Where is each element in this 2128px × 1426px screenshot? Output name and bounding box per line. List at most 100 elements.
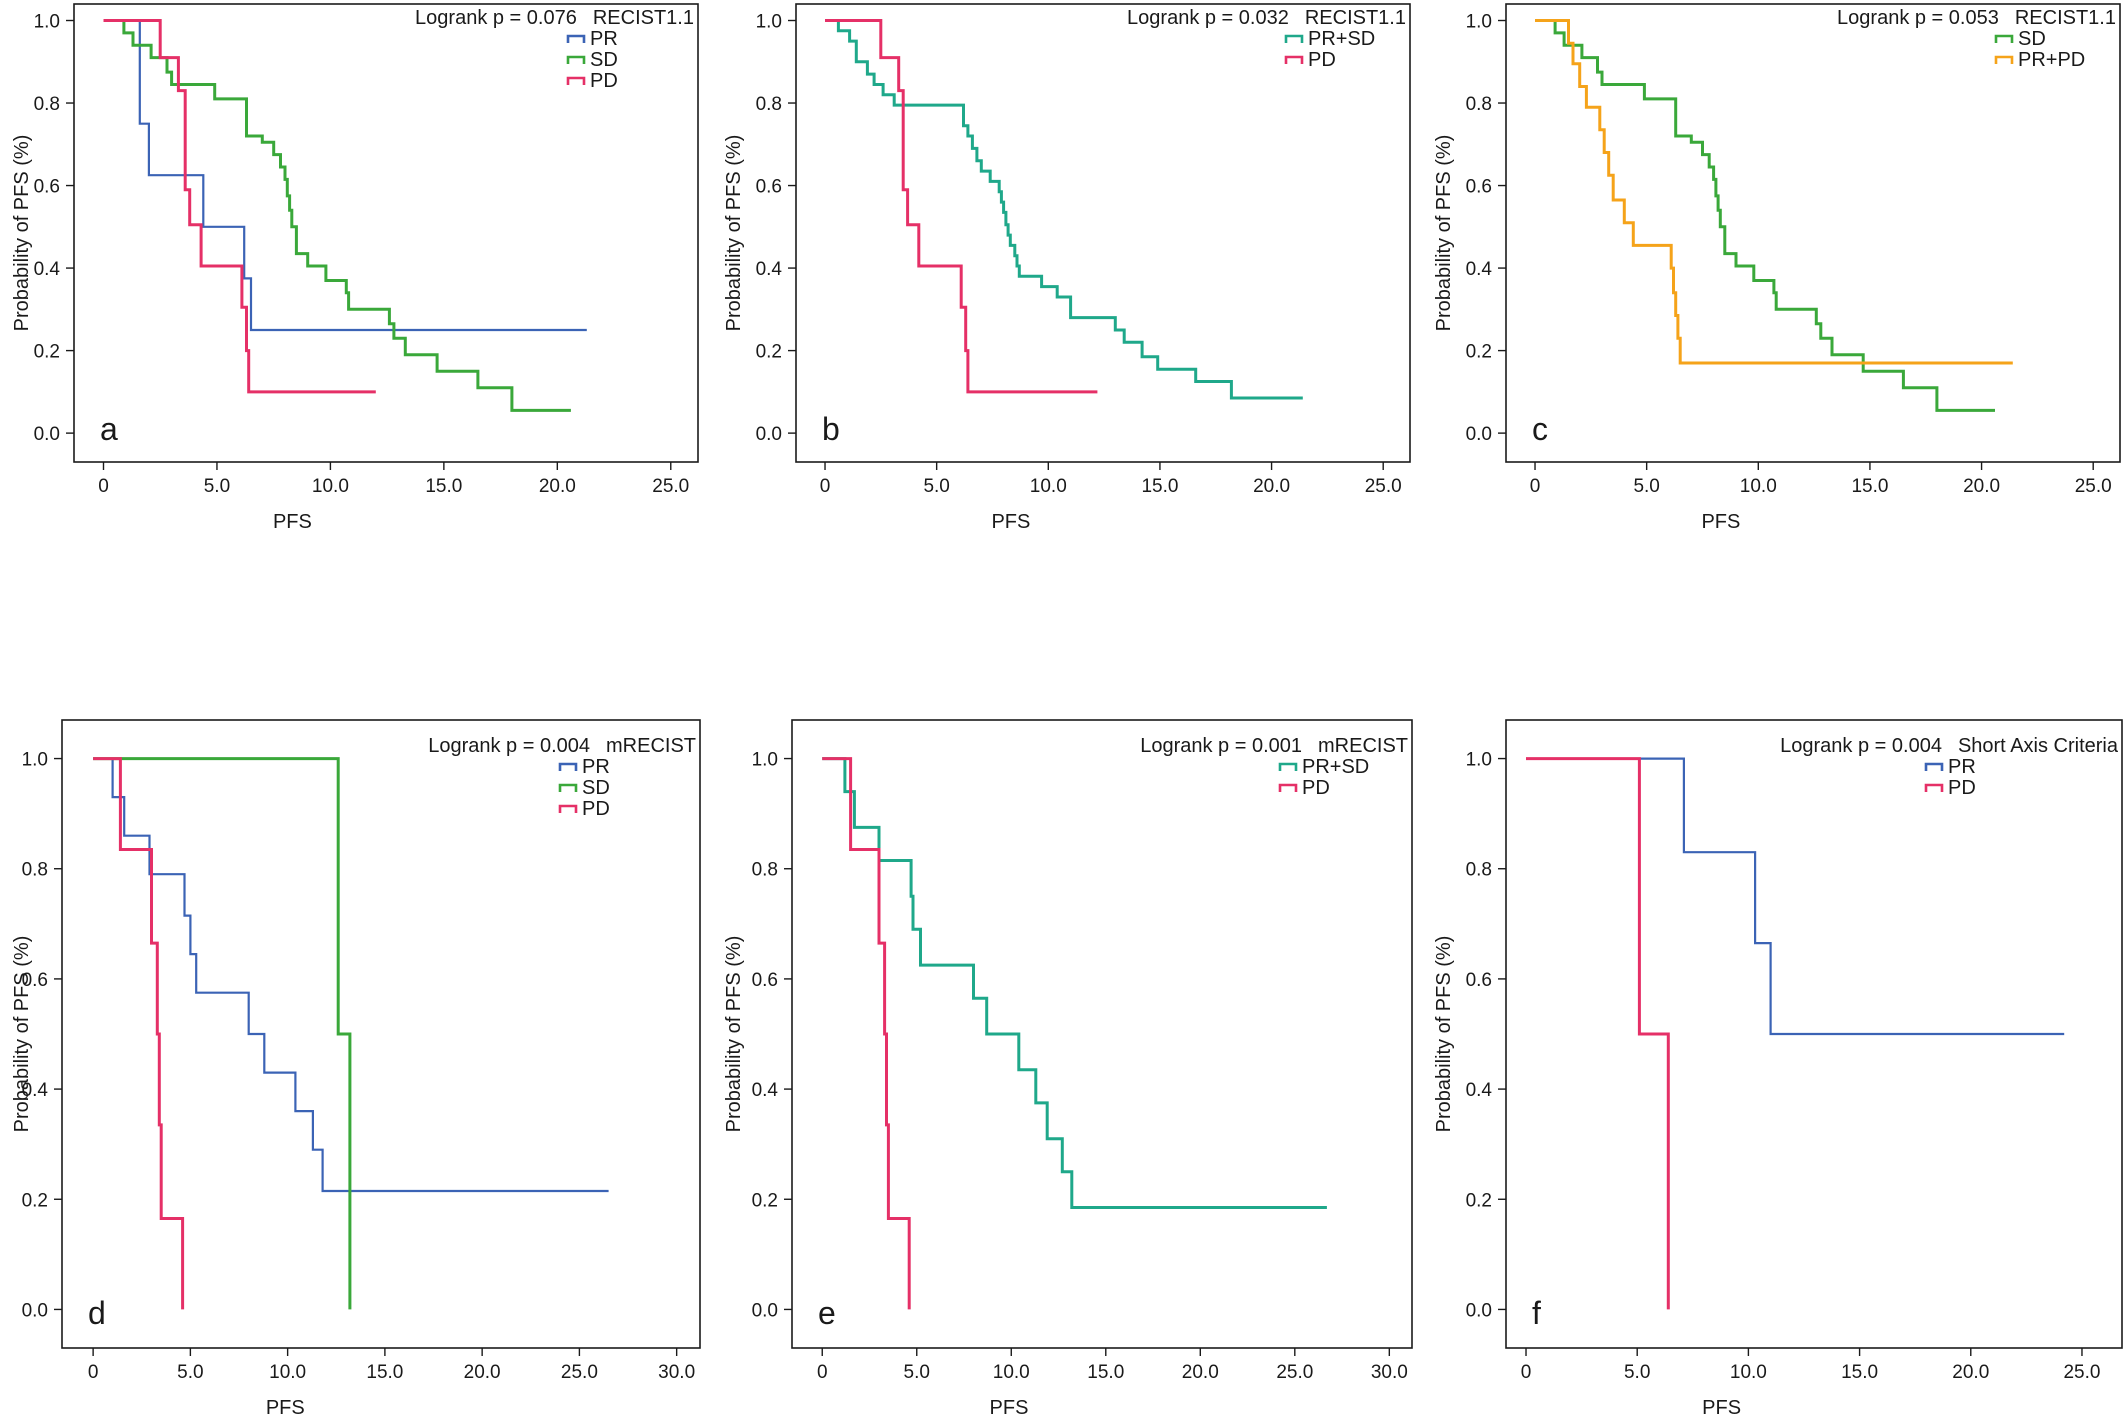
panel-letter: f <box>1532 1295 1541 1331</box>
x-tick-label: 25.0 <box>561 1362 598 1383</box>
legend-label: PR <box>582 756 610 778</box>
x-tick-label: 0 <box>1521 1362 1532 1383</box>
legend-label: SD <box>2018 28 2046 50</box>
legend-label: PD <box>1302 777 1330 799</box>
panel-f: 0 5.0 10.0 15.0 20.0 25.0 0.0 0.2 0.4 0.6 0.8 1.0 PF… <box>1422 719 2123 1420</box>
criterion-label: RECIST1.1 <box>593 7 694 29</box>
y-tick-label: 0.4 <box>1466 1080 1493 1101</box>
legend-marker <box>1924 762 1944 771</box>
legend-label: PD <box>582 798 610 820</box>
x-tick-label: 10.0 <box>1030 476 1067 497</box>
y-tick-label: 1.0 <box>34 12 60 33</box>
legend-marker <box>566 55 586 64</box>
y-tick-label: 0.0 <box>1466 424 1492 445</box>
legend-marker <box>1278 783 1298 792</box>
x-tick-label: 10.0 <box>312 476 349 497</box>
series-line-pr-sd <box>822 757 1327 1209</box>
x-tick-label: 0 <box>820 476 831 497</box>
x-axis-title: PFS <box>991 511 1030 533</box>
criterion-label: Short Axis Criteria <box>1958 735 2119 757</box>
y-tick-label: 0.6 <box>34 177 60 198</box>
x-tick-label: 20.0 <box>1253 476 1290 497</box>
series-line-pd <box>825 19 1098 394</box>
x-tick-label: 25.0 <box>1276 1362 1313 1383</box>
y-tick-label: 0.2 <box>752 1190 778 1211</box>
x-tick-label: 20.0 <box>1182 1362 1219 1383</box>
logrank-pvalue: Logrank p = 0.004 <box>428 735 590 757</box>
plot-frame <box>1505 3 2121 463</box>
y-tick-label: 0.0 <box>756 424 782 445</box>
x-axis-title: PFS <box>1701 511 1740 533</box>
y-tick-label: 0.6 <box>1466 970 1492 991</box>
y-tick-label: 0.0 <box>1466 1300 1492 1321</box>
panel-letter: d <box>88 1295 106 1331</box>
legend-marker <box>1278 762 1298 771</box>
x-tick-label: 5.0 <box>904 1362 930 1383</box>
y-tick-label: 0.8 <box>1466 860 1492 881</box>
km-chart-e: 0 5.0 10.0 15.0 20.0 25.0 30.0 0.0 0.2 0.4 0.6 0.8 1… <box>723 719 1413 1419</box>
legend-label: PD <box>1308 49 1336 71</box>
logrank-pvalue: Logrank p = 0.001 <box>1140 735 1302 757</box>
x-tick-label: 10.0 <box>269 1362 306 1383</box>
y-tick-label: 0.2 <box>756 342 782 363</box>
x-tick-label: 20.0 <box>1952 1362 1989 1383</box>
legend-marker <box>558 762 578 771</box>
legend-label: PR+PD <box>2018 49 2085 71</box>
x-tick-label: 15.0 <box>1087 1362 1124 1383</box>
y-tick-label: 0.2 <box>1466 342 1492 363</box>
x-tick-label: 25.0 <box>2063 1362 2100 1383</box>
x-tick-label: 5.0 <box>177 1362 203 1383</box>
x-axis-title: PFS <box>1702 1397 1741 1419</box>
panel-letter: c <box>1532 411 1548 447</box>
km-chart-d: 0 5.0 10.0 15.0 20.0 25.0 30.0 0.0 0.2 0.4 0.6 0.8 1… <box>11 719 701 1419</box>
x-tick-label: 0 <box>1530 476 1541 497</box>
y-tick-label: 1.0 <box>756 12 782 33</box>
plot-frame <box>1505 719 2123 1349</box>
panel-letter: a <box>100 411 118 447</box>
y-axis-title: Probability of PFS (%) <box>1433 936 1455 1133</box>
x-tick-label: 5.0 <box>1624 1362 1650 1383</box>
legend-label: PD <box>590 70 618 92</box>
x-tick-label: 15.0 <box>1141 476 1178 497</box>
y-tick-label: 0.2 <box>34 342 60 363</box>
x-tick-label: 25.0 <box>1365 476 1402 497</box>
y-tick-label: 0.6 <box>756 177 782 198</box>
series-line-pd <box>822 757 911 1310</box>
panel-a: 0 5.0 10.0 15.0 20.0 25.0 0.0 0.2 0.4 0.6 0.8 1.0 PF… <box>0 0 700 533</box>
plot-frame <box>795 3 1411 463</box>
km-chart-c: 0 5.0 10.0 15.0 20.0 25.0 0.0 0.2 0.4 0.6 0.8 1.0 PF… <box>1433 3 2121 533</box>
x-tick-label: 5.0 <box>923 476 949 497</box>
y-axis-title: Probability of PFS (%) <box>11 135 33 332</box>
x-axis-title: PFS <box>273 511 312 533</box>
series-line-pr <box>93 757 609 1193</box>
y-tick-label: 0.2 <box>1466 1190 1492 1211</box>
y-tick-label: 0.6 <box>752 970 778 991</box>
criterion-label: RECIST1.1 <box>2015 7 2116 29</box>
y-tick-label: 0.2 <box>22 1190 48 1211</box>
legend-marker <box>1994 34 2014 43</box>
x-tick-label: 10.0 <box>1740 476 1777 497</box>
x-tick-label: 0 <box>98 476 109 497</box>
y-tick-label: 0.4 <box>34 259 61 280</box>
y-axis-title: Probability of PFS (%) <box>723 135 745 332</box>
x-tick-label: 30.0 <box>1371 1362 1408 1383</box>
y-tick-label: 0.4 <box>22 1080 49 1101</box>
legend-marker <box>1924 783 1944 792</box>
panel-letter: b <box>822 411 840 447</box>
panel-b: 0 5.0 10.0 15.0 20.0 25.0 0.0 0.2 0.4 0.6 0.8 1.0 PF… <box>712 0 1412 533</box>
x-tick-label: 30.0 <box>658 1362 695 1383</box>
x-tick-label: 5.0 <box>204 476 230 497</box>
y-tick-label: 0.8 <box>756 94 782 115</box>
x-tick-label: 20.0 <box>1963 476 2000 497</box>
y-tick-label: 0.8 <box>752 860 778 881</box>
x-axis-title: PFS <box>266 1397 305 1419</box>
panel-c: 0 5.0 10.0 15.0 20.0 25.0 0.0 0.2 0.4 0.6 0.8 1.0 PF… <box>1422 0 2122 533</box>
panel-letter: e <box>818 1295 836 1331</box>
plot-frame <box>791 719 1413 1349</box>
y-tick-label: 0.6 <box>22 970 48 991</box>
series-line-sd <box>103 19 571 412</box>
x-tick-label: 0 <box>817 1362 828 1383</box>
y-tick-label: 0.0 <box>34 424 60 445</box>
x-tick-label: 10.0 <box>1730 1362 1767 1383</box>
legend-label: PR+SD <box>1302 756 1369 778</box>
